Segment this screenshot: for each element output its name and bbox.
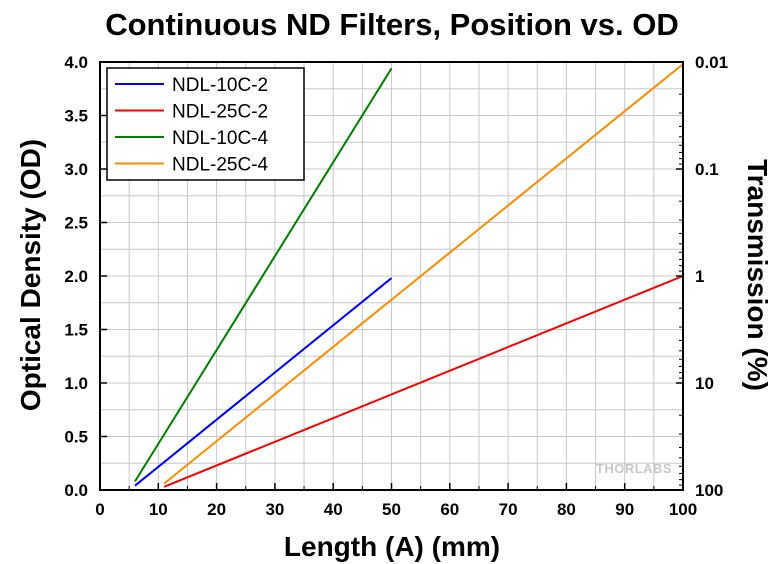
series-line-ndl-25c-4 — [163, 63, 684, 485]
chart-title: Continuous ND Filters, Position vs. OD — [105, 7, 679, 42]
thorlabs-watermark: THORLABS — [596, 461, 672, 476]
legend-label: NDL-10C-4 — [172, 128, 269, 149]
x-tick-label: 30 — [265, 500, 284, 519]
y-tick-label: 4.0 — [64, 53, 88, 72]
y-tick-label: 1.5 — [64, 321, 88, 340]
legend-label: NDL-25C-2 — [172, 102, 268, 123]
series-line-ndl-25c-2 — [163, 275, 684, 488]
y2-axis-label: Transmission (%) — [742, 159, 773, 391]
legend: NDL-10C-2 NDL-25C-2 NDL-10C-4 NDL-25C-4 — [106, 67, 305, 181]
x-tick-label: 80 — [557, 500, 576, 519]
y-tick-label: 3.0 — [64, 160, 88, 179]
x-tick-label: 50 — [382, 500, 401, 519]
y2-tick-label: 100 — [695, 481, 723, 500]
y-tick-label: 2.5 — [64, 214, 88, 233]
x-tick-label: 60 — [440, 500, 459, 519]
y-tick-label: 0.5 — [64, 428, 88, 447]
legend-box — [106, 67, 305, 181]
x-tick-label: 40 — [324, 500, 343, 519]
axis-ticks: 0 10 20 30 40 50 60 70 80 90 100 0.0 0.5 1.0 1.5 2.0 2.5… — [64, 53, 728, 519]
x-tick-label: 90 — [615, 500, 634, 519]
y2-tick-label: 0.1 — [695, 160, 719, 179]
y-axis-label: Optical Density (OD) — [15, 139, 46, 411]
y-tick-label: 2.0 — [64, 267, 88, 286]
y2-tick-label: 10 — [695, 374, 714, 393]
x-tick-label: 70 — [499, 500, 518, 519]
legend-label: NDL-25C-4 — [172, 155, 269, 176]
x-axis-label: Length (A) (mm) — [284, 531, 500, 562]
series-line-ndl-10c-4 — [134, 67, 393, 482]
y-tick-label: 3.5 — [64, 107, 88, 126]
x-tick-label: 100 — [669, 500, 697, 519]
x-tick-label: 10 — [149, 500, 168, 519]
x-tick-label: 20 — [207, 500, 226, 519]
y-tick-label: 0.0 — [64, 481, 88, 500]
y2-tick-label: 0.01 — [695, 53, 728, 72]
legend-label: NDL-10C-2 — [172, 75, 268, 96]
x-tick-label: 0 — [95, 500, 104, 519]
series-line-ndl-10c-2 — [134, 277, 393, 487]
series-layer — [134, 63, 684, 488]
y2-tick-label: 1 — [695, 267, 704, 286]
y-tick-label: 1.0 — [64, 374, 88, 393]
